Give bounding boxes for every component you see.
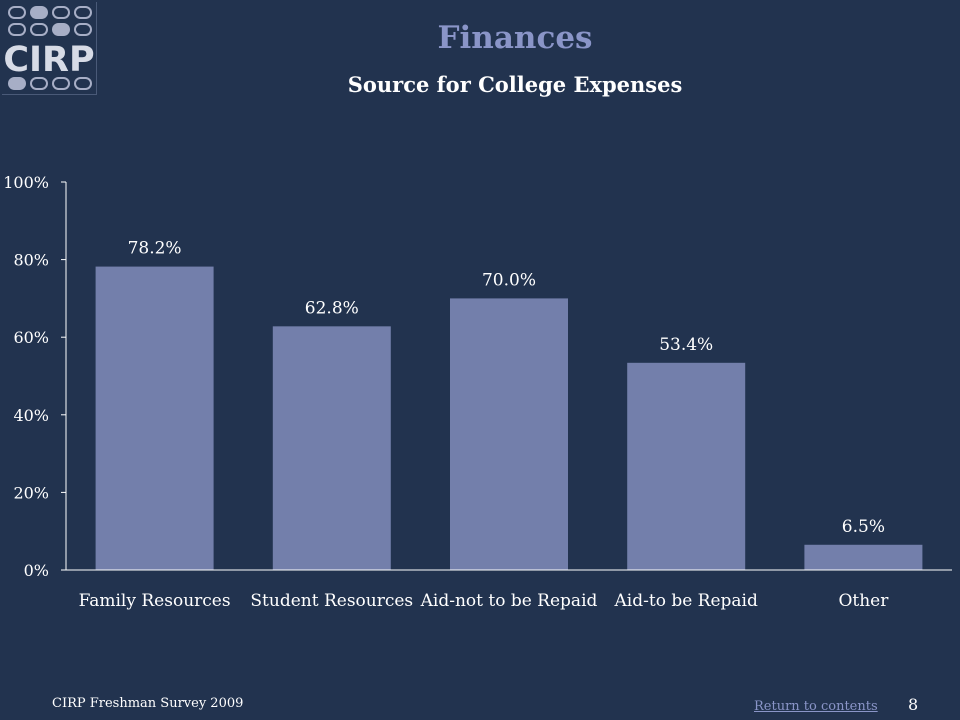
y-tick-label: 100%: [3, 173, 49, 192]
bar: [627, 362, 746, 570]
y-tick-label: 80%: [13, 251, 49, 270]
data-label: 78.2%: [128, 239, 182, 259]
logo-text: CIRP: [3, 40, 94, 80]
cirp-logo: CIRP: [2, 2, 97, 95]
data-label: 6.5%: [842, 517, 885, 537]
y-tick-label: 0%: [24, 561, 49, 580]
bar: [272, 326, 391, 570]
data-label: 53.4%: [659, 335, 713, 355]
y-axis-ticks: 0% 20% 40% 60% 80% 100%: [3, 173, 66, 580]
x-tick-label: Aid-to be Repaid: [614, 591, 758, 611]
return-to-contents-link[interactable]: Return to contents: [754, 699, 878, 714]
bar: [95, 266, 214, 570]
y-tick-label: 40%: [13, 406, 49, 425]
x-tick-label: Student Resources: [250, 591, 413, 611]
x-axis-labels: Family Resources Student Resources Aid-not…: [79, 591, 890, 611]
data-label: 62.8%: [305, 298, 359, 318]
data-labels: 78.2% 62.8% 70.0% 53.4% 6.5%: [128, 239, 885, 537]
data-label: 70.0%: [482, 270, 536, 290]
page-title: Finances: [437, 20, 593, 56]
page-number: 8: [908, 695, 919, 714]
chart-subtitle: Source for College Expenses: [347, 72, 683, 97]
bar-chart: 0% 20% 40% 60% 80% 100% 78.2% 62.8% 70.0% 53.4% 6…: [3, 173, 952, 611]
y-tick-label: 20%: [13, 483, 49, 502]
x-tick-label: Other: [838, 591, 889, 611]
bar: [450, 298, 568, 570]
x-tick-label: Aid-not to be Repaid: [420, 591, 598, 611]
x-tick-label: Family Resources: [79, 591, 231, 611]
survey-caption: CIRP Freshman Survey 2009: [52, 696, 244, 711]
bars: [95, 266, 923, 570]
y-tick-label: 60%: [13, 328, 49, 347]
bar: [804, 544, 923, 570]
